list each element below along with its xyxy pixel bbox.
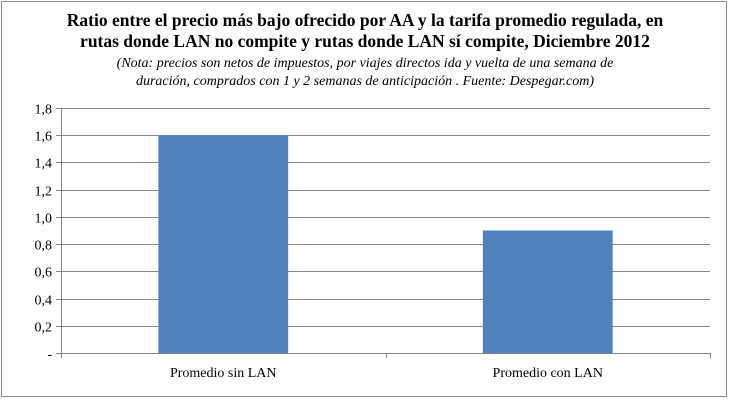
y-tick-label: 1,2 — [35, 185, 53, 200]
y-tick-label: 0,8 — [35, 239, 53, 254]
y-tick-label: 0,4 — [35, 294, 53, 309]
y-tick-label: 0,6 — [35, 266, 53, 281]
chart-subtitle: (Nota: precios son netos de impuestos, p… — [0, 55, 730, 91]
chart-subtitle-line-2: duración, comprados con 1 y 2 semanas de… — [135, 74, 595, 89]
chart-title-line-1: Ratio entre el precio más bajo ofrecido … — [66, 10, 664, 30]
y-tick-label: 1,4 — [35, 157, 53, 172]
bar — [158, 135, 289, 353]
chart-title: Ratio entre el precio más bajo ofrecido … — [0, 10, 730, 52]
y-tick-label: 1,6 — [35, 130, 53, 145]
bar — [482, 230, 613, 353]
chart-title-line-2: rutas donde LAN no compite y rutas donde… — [80, 31, 650, 51]
y-tick-label: 0,2 — [35, 321, 53, 336]
y-tick-label: - — [47, 348, 52, 363]
x-category-label: Promedio con LAN — [493, 366, 603, 381]
chart-subtitle-line-1: (Nota: precios son netos de impuestos, p… — [116, 56, 614, 71]
y-tick-label: 1,8 — [35, 103, 53, 118]
x-category-label: Promedio sin LAN — [170, 366, 277, 381]
y-tick-label: 1,0 — [35, 212, 53, 227]
